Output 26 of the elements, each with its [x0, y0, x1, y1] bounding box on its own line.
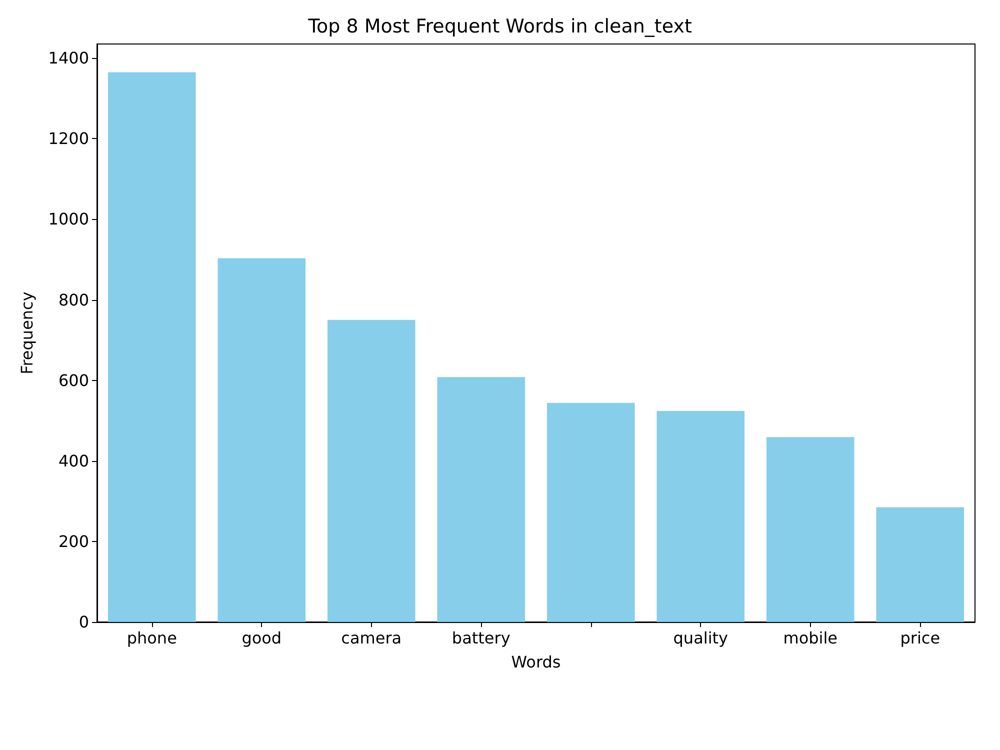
x-tick-label: camera	[341, 628, 402, 648]
bar	[327, 320, 416, 622]
y-axis-title: Frequency	[18, 292, 36, 374]
x-tick-label: mobile	[783, 628, 838, 648]
bar	[656, 410, 745, 622]
bar	[876, 507, 964, 622]
x-tick-label: phone	[126, 628, 177, 648]
y-tick-label: 0	[78, 612, 89, 632]
x-tick-label: good	[242, 628, 282, 648]
y-tick-label: 800	[58, 290, 89, 310]
y-tick-label: 600	[58, 370, 89, 390]
y-tick-label: 200	[58, 532, 89, 551]
bar	[766, 437, 854, 622]
bar	[108, 72, 196, 622]
bar	[218, 258, 306, 622]
x-tick-label: price	[900, 628, 940, 648]
x-tick-label: quality	[673, 628, 728, 648]
chart-title: Top 8 Most Frequent Words in clean_text	[307, 16, 692, 38]
bar	[437, 377, 526, 622]
x-axis-title: Words	[511, 652, 561, 672]
bar	[546, 402, 635, 622]
y-tick-label: 1400	[48, 48, 89, 68]
y-tick-label: 1200	[48, 129, 89, 148]
y-tick-label: 1000	[48, 210, 89, 229]
y-tick-label: 400	[58, 451, 89, 470]
x-tick-label: battery	[452, 628, 510, 648]
